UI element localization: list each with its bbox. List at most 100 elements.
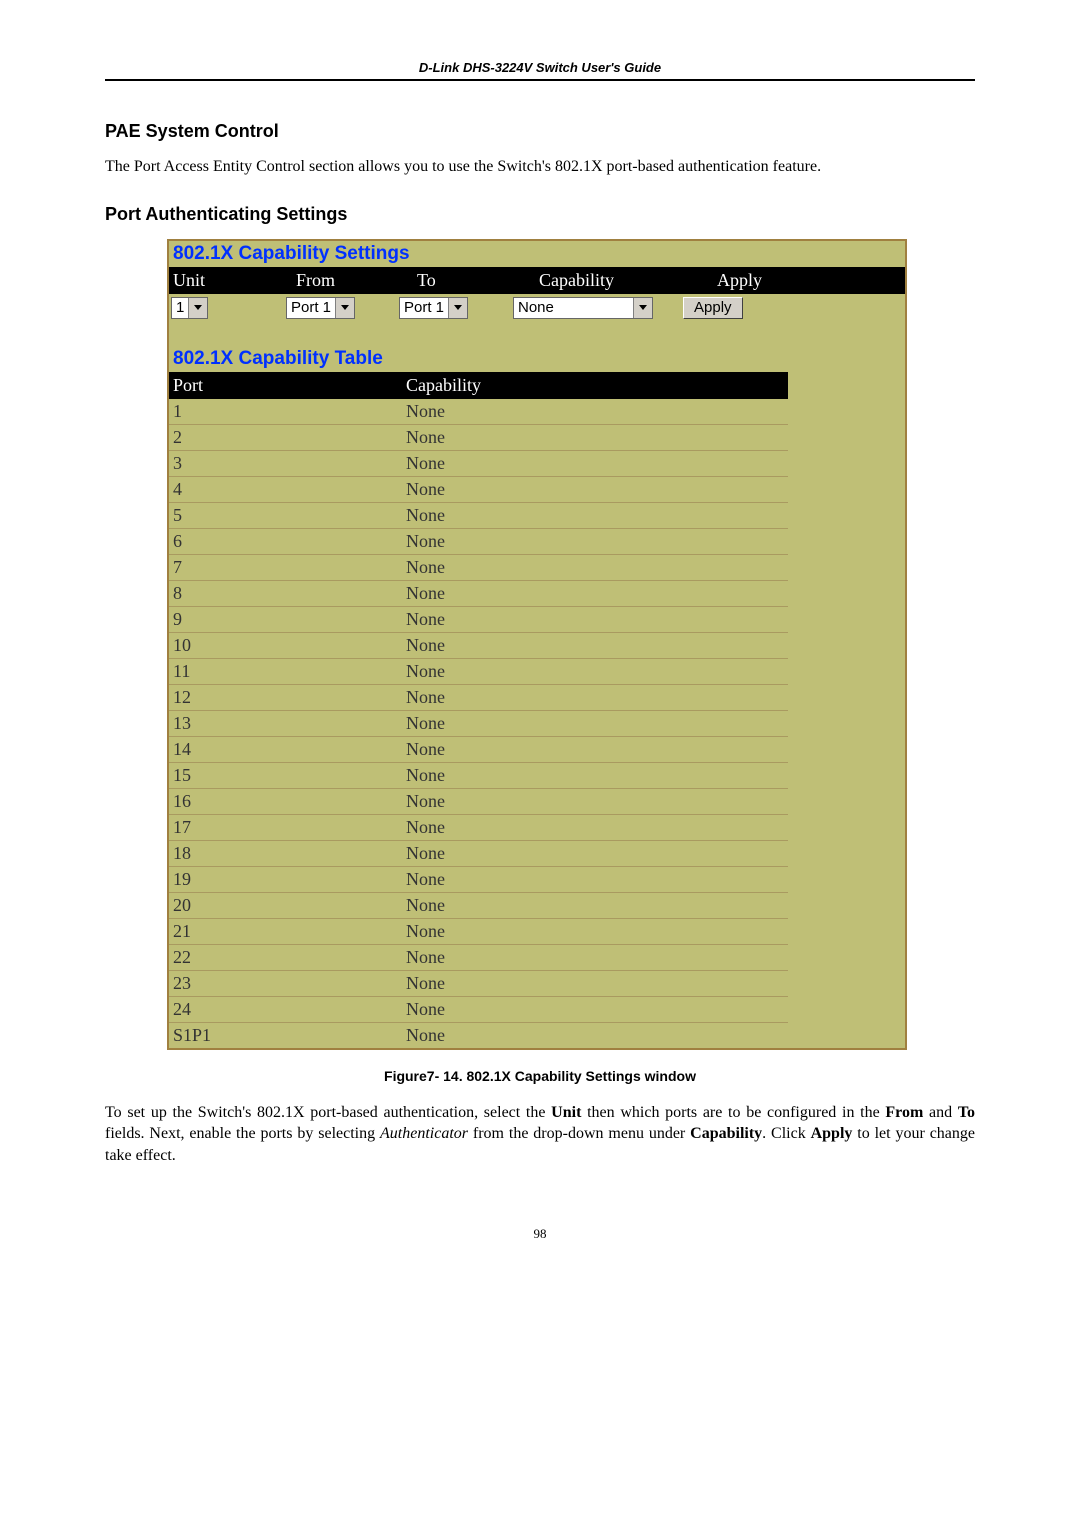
table-row: 11None	[169, 658, 788, 684]
cell-port: 14	[169, 737, 402, 762]
apply-button[interactable]: Apply	[683, 297, 743, 319]
table-row: 13None	[169, 710, 788, 736]
cell-port: 23	[169, 971, 402, 996]
closing-apply: Apply	[811, 1125, 853, 1142]
chevron-down-icon	[633, 298, 652, 318]
table-row: 15None	[169, 762, 788, 788]
closing-text: then which ports are to be configured in…	[581, 1104, 885, 1121]
cell-capability: None	[402, 399, 788, 424]
section-pae-title: PAE System Control	[105, 121, 975, 142]
unit-select[interactable]: 1	[171, 297, 208, 319]
cell-capability: None	[402, 893, 788, 918]
cell-capability: None	[402, 867, 788, 892]
settings-panel-title: 802.1X Capability Settings	[169, 241, 905, 267]
table-row: 12None	[169, 684, 788, 710]
cell-capability: None	[402, 607, 788, 632]
chevron-down-icon	[448, 298, 467, 318]
from-port-select[interactable]: Port 1	[286, 297, 355, 319]
table-row: 9None	[169, 606, 788, 632]
cell-port: 9	[169, 607, 402, 632]
cell-capability: None	[402, 737, 788, 762]
to-port-value: Port 1	[400, 299, 448, 316]
cell-capability: None	[402, 789, 788, 814]
table-row: 18None	[169, 840, 788, 866]
unit-select-value: 1	[172, 299, 188, 316]
table-row: 20None	[169, 892, 788, 918]
closing-paragraph: To set up the Switch's 802.1X port-based…	[105, 1102, 975, 1167]
cell-port: 6	[169, 529, 402, 554]
capability-table-header: Port Capability	[169, 372, 788, 399]
cell-capability: None	[402, 711, 788, 736]
col-header-to: To	[413, 267, 535, 294]
cell-port: 4	[169, 477, 402, 502]
cell-capability: None	[402, 659, 788, 684]
table-row: 7None	[169, 554, 788, 580]
cell-port: 8	[169, 581, 402, 606]
table-row: 2None	[169, 424, 788, 450]
to-port-select[interactable]: Port 1	[399, 297, 468, 319]
cell-capability: None	[402, 971, 788, 996]
cell-port: 7	[169, 555, 402, 580]
cell-port: 15	[169, 763, 402, 788]
chevron-down-icon	[335, 298, 354, 318]
cell-capability: None	[402, 477, 788, 502]
figure-caption: Figure7- 14. 802.1X Capability Settings …	[105, 1068, 975, 1084]
cell-capability: None	[402, 815, 788, 840]
table-row: 1None	[169, 399, 788, 424]
cell-capability: None	[402, 685, 788, 710]
table-row: 16None	[169, 788, 788, 814]
cell-capability: None	[402, 763, 788, 788]
cell-port: 20	[169, 893, 402, 918]
cell-capability: None	[402, 945, 788, 970]
doc-header: D-Link DHS-3224V Switch User's Guide	[105, 60, 975, 79]
col-header-from: From	[292, 267, 413, 294]
cell-port: S1P1	[169, 1023, 402, 1048]
chevron-down-icon	[188, 298, 207, 318]
capability-table: Port Capability 1None2None3None4None5Non…	[169, 372, 788, 1048]
section-pae-body: The Port Access Entity Control section a…	[105, 156, 975, 178]
cell-port: 12	[169, 685, 402, 710]
cell-capability: None	[402, 555, 788, 580]
table-row: 6None	[169, 528, 788, 554]
table-row: 10None	[169, 632, 788, 658]
col-header-unit: Unit	[169, 267, 292, 294]
cell-capability: None	[402, 425, 788, 450]
cell-port: 21	[169, 919, 402, 944]
cell-capability: None	[402, 633, 788, 658]
closing-text: from the drop-down menu under	[468, 1125, 690, 1142]
settings-header-row: Unit From To Capability Apply	[169, 267, 905, 294]
cell-port: 24	[169, 997, 402, 1022]
cell-port: 11	[169, 659, 402, 684]
capability-select[interactable]: None	[513, 297, 653, 319]
table-row: 5None	[169, 502, 788, 528]
cell-capability: None	[402, 1023, 788, 1048]
cell-port: 17	[169, 815, 402, 840]
cell-capability: None	[402, 919, 788, 944]
closing-to: To	[958, 1104, 975, 1121]
table-row: 21None	[169, 918, 788, 944]
table-row: 19None	[169, 866, 788, 892]
table-row: 22None	[169, 944, 788, 970]
col-header-capability: Capability	[535, 267, 713, 294]
from-port-value: Port 1	[287, 299, 335, 316]
table-row: 24None	[169, 996, 788, 1022]
cell-capability: None	[402, 581, 788, 606]
cell-capability: None	[402, 451, 788, 476]
table-row: 8None	[169, 580, 788, 606]
cell-port: 13	[169, 711, 402, 736]
table-row: 14None	[169, 736, 788, 762]
cell-port: 18	[169, 841, 402, 866]
table-row: 23None	[169, 970, 788, 996]
closing-text: fields. Next, enable the ports by select…	[105, 1125, 380, 1142]
cell-capability: None	[402, 529, 788, 554]
cell-port: 22	[169, 945, 402, 970]
cell-port: 2	[169, 425, 402, 450]
cell-port: 16	[169, 789, 402, 814]
col-header-port: Port	[169, 372, 402, 399]
closing-text: To set up the Switch's 802.1X port-based…	[105, 1104, 551, 1121]
col-header-capability: Capability	[402, 372, 788, 399]
cell-port: 5	[169, 503, 402, 528]
cell-port: 10	[169, 633, 402, 658]
closing-from: From	[885, 1104, 923, 1121]
closing-unit: Unit	[551, 1104, 581, 1121]
